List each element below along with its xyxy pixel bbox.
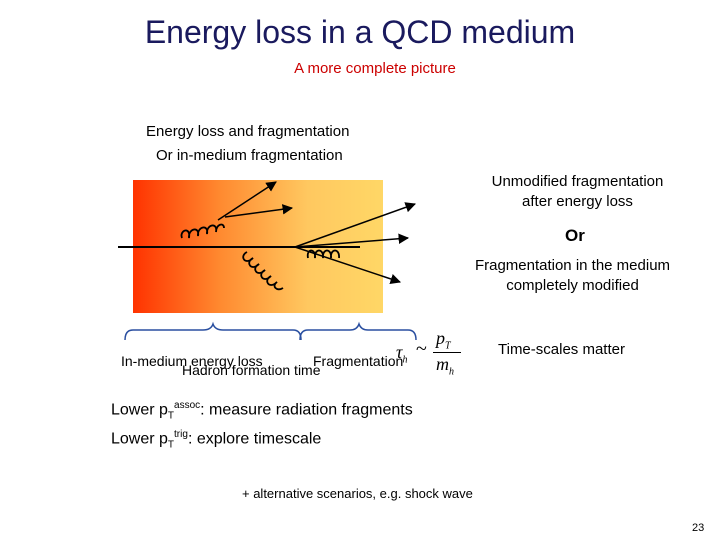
intro-line-2: Or in-medium fragmentation xyxy=(156,147,343,164)
jet-arrow-up xyxy=(294,202,416,248)
label-inmedium-energy-loss: In-medium energy loss xyxy=(121,353,263,369)
unmodified-label-line-1: Unmodified fragmentation xyxy=(491,173,664,190)
formula-fraction-bar xyxy=(433,352,461,353)
bullet-lower-pt-trig: Lower pTtrig: explore timescale xyxy=(111,429,322,451)
jet-arrow-mid xyxy=(294,233,410,248)
slide-title: Energy loss in a QCD medium xyxy=(144,14,576,50)
gluon-coil-medium xyxy=(306,249,340,259)
intro-line-1: Energy loss and fragmentation xyxy=(146,123,350,140)
radiated-line-2 xyxy=(224,204,294,218)
page-number: 23 xyxy=(692,522,705,534)
jet-arrow-down xyxy=(294,246,401,284)
formula-numerator: pT xyxy=(436,328,451,352)
formula-sim: ~ xyxy=(416,338,427,360)
formula-denominator: mh xyxy=(436,354,454,378)
gluon-coil-upper xyxy=(180,223,225,239)
formation-time-formula: τh ~ pT mh xyxy=(396,328,466,378)
slide-subtitle: A more complete picture xyxy=(294,60,456,77)
or-label: Or xyxy=(565,226,585,245)
brace-fragmentation xyxy=(299,321,417,341)
label-fragmentation: Fragmentation xyxy=(313,353,404,369)
unmodified-label-line-2: after energy loss xyxy=(522,193,633,210)
label-hadron-formation-time: Hadron formation time xyxy=(182,362,321,378)
radiated-line-1 xyxy=(217,181,277,221)
formula-tau: τh xyxy=(396,342,408,366)
footnote: + alternative scenarios, e.g. shock wave xyxy=(242,486,473,501)
inmedium-label-line-1: Fragmentation in the medium xyxy=(474,257,671,274)
bullet-lower-pt-assoc: Lower pTassoc: measure radiation fragmen… xyxy=(111,400,413,422)
brace-inmedium-energy-loss xyxy=(124,321,302,341)
inmedium-label-line-2: completely modified xyxy=(506,277,639,294)
timescales-label: Time-scales matter xyxy=(498,341,625,358)
gluon-coil-lower xyxy=(242,251,284,291)
